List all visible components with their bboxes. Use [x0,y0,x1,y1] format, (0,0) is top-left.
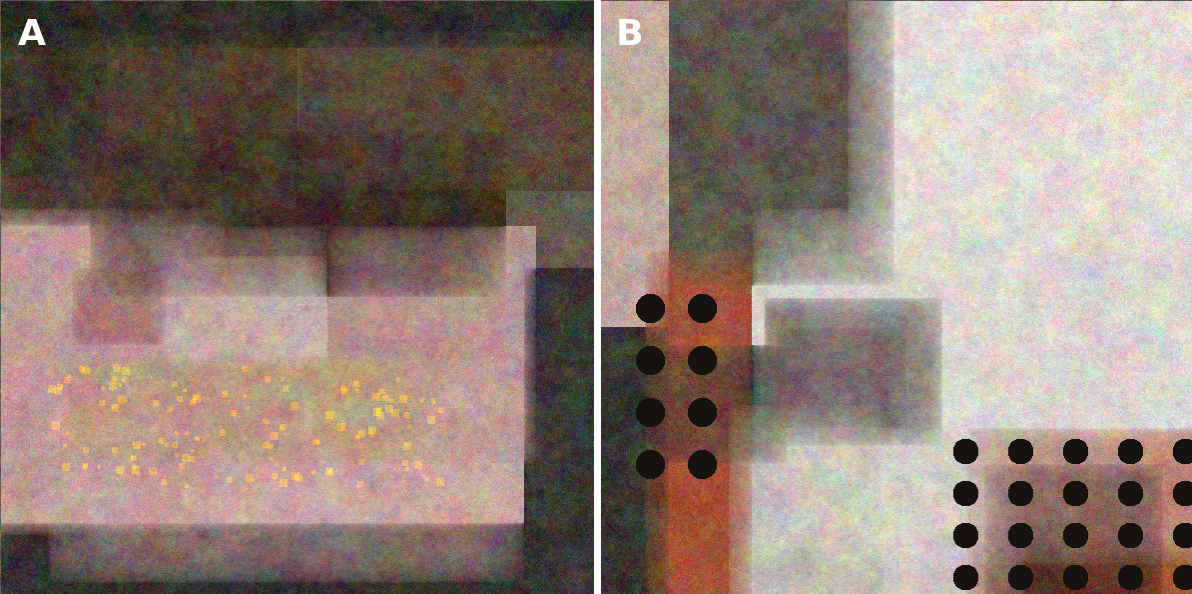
Text: B: B [615,18,642,52]
Text: A: A [18,18,45,52]
